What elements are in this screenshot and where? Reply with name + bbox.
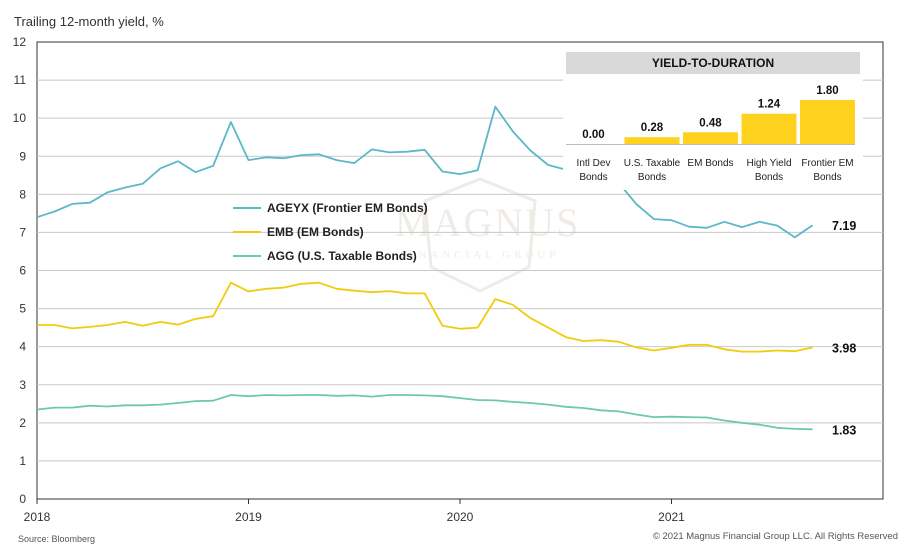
y-tick-label: 4 (19, 340, 26, 354)
end-value-label-emb: 3.98 (832, 341, 856, 355)
inset-bar-value-label: 0.48 (699, 117, 722, 129)
watermark-text: MAGNUS (395, 200, 581, 245)
inset-bar-value-label: 0.28 (641, 122, 664, 134)
legend-item-emb: EMB (EM Bonds) (233, 220, 428, 244)
inset-category-label: Bonds (755, 172, 783, 183)
y-tick-label: 5 (19, 302, 26, 316)
y-tick-label: 9 (19, 149, 26, 163)
inset-category-label: Bonds (813, 172, 841, 183)
inset-category-label: U.S. Taxable (624, 158, 681, 169)
inset-category-label: High Yield (746, 158, 791, 169)
x-tick-label: 2019 (235, 510, 262, 524)
inset-category-label: Intl Dev (577, 158, 611, 169)
series-line-agg (36, 394, 813, 431)
inset-category-label: Frontier EM (801, 158, 853, 169)
watermark-shield-icon (423, 177, 537, 293)
source-note: Source: Bloomberg (18, 534, 96, 544)
x-tick-label: 2021 (658, 510, 685, 524)
legend-label-emb: EMB (EM Bonds) (267, 225, 364, 239)
inset-bar (800, 100, 855, 144)
inset-chart-title: YIELD-TO-DURATION (566, 52, 860, 74)
copyright-note: © 2021 Magnus Financial Group LLC. All R… (652, 531, 898, 542)
y-tick-label: 3 (19, 378, 26, 392)
legend: AGEYX (Frontier EM Bonds) EMB (EM Bonds)… (233, 196, 428, 268)
y-tick-label: 7 (19, 225, 26, 239)
legend-swatch-agg (233, 255, 261, 257)
legend-item-ageyx: AGEYX (Frontier EM Bonds) (233, 196, 428, 220)
watermark-subtext: FINANCIAL GROUP (400, 249, 560, 261)
end-value-label-agg: 1.83 (832, 423, 856, 437)
inset-bar-value-label: 1.24 (758, 99, 781, 111)
y-tick-label: 1 (19, 454, 26, 468)
legend-item-agg: AGG (U.S. Taxable Bonds) (233, 244, 428, 268)
inset-category-label: Bonds (638, 172, 666, 183)
watermark-logo: MAGNUS FINANCIAL GROUP (395, 175, 581, 295)
x-tick-label: 2018 (24, 510, 51, 524)
x-tick-label: 2020 (447, 510, 474, 524)
legend-label-agg: AGG (U.S. Taxable Bonds) (267, 249, 417, 263)
y-tick-label: 10 (13, 111, 27, 125)
inset-bar-value-label: 1.80 (816, 85, 838, 97)
inset-category-label: EM Bonds (687, 158, 733, 169)
legend-label-ageyx: AGEYX (Frontier EM Bonds) (267, 201, 428, 215)
end-value-label-ageyx: 7.19 (832, 219, 856, 233)
inset-bar (683, 132, 738, 144)
legend-swatch-ageyx (233, 207, 261, 209)
y-tick-label: 6 (19, 264, 26, 278)
y-tick-label: 2 (19, 416, 26, 430)
inset-bar (741, 113, 797, 144)
y-tick-label: 8 (19, 187, 26, 201)
y-tick-label: 12 (13, 35, 27, 49)
y-axis-title: Trailing 12-month yield, % (14, 14, 164, 29)
series-line-emb (37, 281, 813, 353)
inset-bar-value-label: 0.00 (582, 129, 604, 141)
inset-category-label: Bonds (579, 172, 607, 183)
y-tick-label: 0 (19, 492, 26, 506)
inset-bar (624, 137, 680, 144)
series-line-ageyx (36, 105, 814, 239)
y-tick-label: 11 (14, 73, 27, 87)
legend-swatch-emb (233, 231, 261, 233)
